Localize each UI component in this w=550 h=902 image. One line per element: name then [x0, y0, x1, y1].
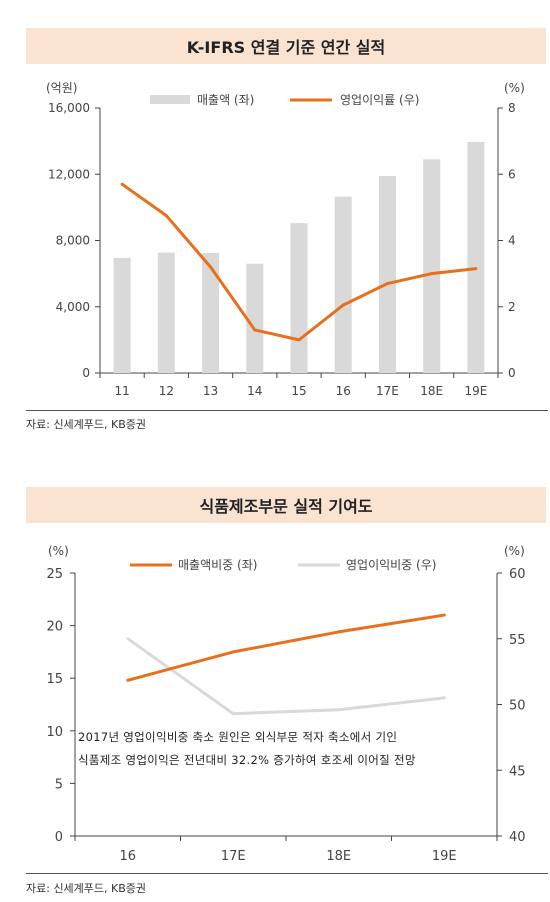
bar-11 — [113, 257, 131, 373]
margin-point-18E — [430, 272, 434, 276]
right-tick-label: 4 — [508, 234, 516, 248]
margin-point-13 — [209, 265, 213, 269]
margin-point-16 — [341, 303, 345, 307]
profit-share-point-18E — [337, 708, 341, 712]
x-tick-label: 17E — [221, 849, 246, 864]
x-tick-label: 18E — [326, 849, 351, 864]
margin-point-15 — [297, 338, 301, 342]
left-tick-label: 4,000 — [56, 300, 90, 314]
sales-share-point-18E — [337, 630, 341, 634]
right-tick-label: 40 — [509, 830, 526, 845]
bar-19E — [467, 141, 485, 373]
right-tick-label: 8 — [508, 101, 516, 115]
right-tick-label: 45 — [509, 764, 526, 779]
profit-share-point-19E — [442, 696, 446, 700]
chart2-source-divider — [26, 873, 548, 874]
bar-17E — [378, 175, 396, 373]
x-tick-label: 16 — [336, 384, 351, 398]
profit-share-point-17E — [231, 712, 235, 716]
right-tick-label: 50 — [509, 699, 526, 714]
chart1-plot: 0 4,000 8,000 12,000 16,000 0 2 4 6 8 11 12 13 14 15 16… — [46, 81, 525, 398]
chart1-source: 자료: 신세계푸드, KB증권 — [26, 418, 147, 431]
chart2-title: 식품제조부문 실적 기여도 — [26, 487, 546, 523]
bar-12 — [157, 252, 175, 373]
chart2-note-line-2: 식품제조 영업이익은 전년대비 32.2% 증가하여 호조세 이어질 전망 — [78, 753, 416, 767]
profit-share-line — [126, 637, 445, 716]
right-axis-unit: (%) — [504, 81, 525, 95]
legend-label-line: 영업이익률 (우) — [340, 93, 419, 107]
right-tick-label: 55 — [509, 633, 526, 648]
x-tick-label: 11 — [114, 384, 129, 398]
margin-point-11 — [120, 182, 124, 186]
right-tick-label: 0 — [508, 366, 516, 380]
margin-point-14 — [253, 328, 257, 332]
left-tick-label: 10 — [46, 725, 63, 740]
chart1-title: K-IFRS 연결 기준 연간 실적 — [26, 28, 546, 64]
right-tick-label: 6 — [508, 167, 516, 181]
left-tick-label: 15 — [46, 672, 63, 687]
left-axis-unit: (%) — [48, 544, 69, 558]
left-tick-label: 0 — [82, 366, 90, 380]
x-tick-label: 13 — [203, 384, 218, 398]
chart1-source-divider — [26, 410, 548, 411]
x-tick-label: 14 — [247, 384, 262, 398]
left-axis-unit: (억원) — [46, 81, 77, 95]
sales-share-line — [127, 613, 445, 682]
chart2-source: 자료: 신세계푸드, KB증권 — [26, 882, 147, 895]
bar-13 — [202, 252, 220, 373]
left-tick-label: 25 — [46, 567, 63, 582]
x-tick-label: 18E — [420, 384, 443, 398]
sales-share-point-17E — [231, 650, 235, 654]
margin-point-12 — [164, 214, 168, 218]
x-tick-label: 15 — [291, 384, 306, 398]
sales-share-point-16 — [126, 678, 130, 682]
margin-point-19E — [474, 267, 478, 271]
margin-point-17E — [385, 282, 389, 286]
legend-label-sales: 매출액비중 (좌) — [178, 558, 257, 572]
right-tick-label: 2 — [508, 300, 516, 314]
legend-label-bar: 매출액 (좌) — [197, 93, 254, 107]
left-tick-label: 20 — [46, 620, 63, 635]
x-tick-label: 19E — [432, 849, 457, 864]
legend-label-profit: 영업이익비중 (우) — [346, 558, 436, 572]
right-tick-label: 60 — [509, 567, 526, 582]
left-tick-label: 5 — [55, 777, 63, 792]
left-tick-label: 12,000 — [48, 167, 90, 181]
chart2-plot: 0 5 10 15 20 25 40 45 50 55 60 16 17E 18E 19E (%) (%) 매출액… — [46, 544, 526, 864]
bar-14 — [246, 263, 264, 373]
x-tick-label: 16 — [119, 849, 136, 864]
x-tick-label: 17E — [376, 384, 399, 398]
x-tick-label: 12 — [159, 384, 174, 398]
chart2-note-line-1: 2017년 영업이익비중 축소 원인은 외식부문 적자 축소에서 기인 — [78, 730, 398, 744]
legend-swatch-bar — [150, 95, 190, 104]
bar-18E — [423, 159, 441, 373]
profit-share-point-16 — [126, 637, 130, 641]
right-axis-unit: (%) — [504, 544, 525, 558]
left-tick-label: 0 — [55, 830, 63, 845]
left-tick-label: 16,000 — [48, 101, 90, 115]
x-tick-label: 19E — [464, 384, 487, 398]
sales-share-point-19E — [442, 613, 446, 617]
left-tick-label: 8,000 — [56, 234, 90, 248]
bar-16 — [334, 196, 352, 373]
